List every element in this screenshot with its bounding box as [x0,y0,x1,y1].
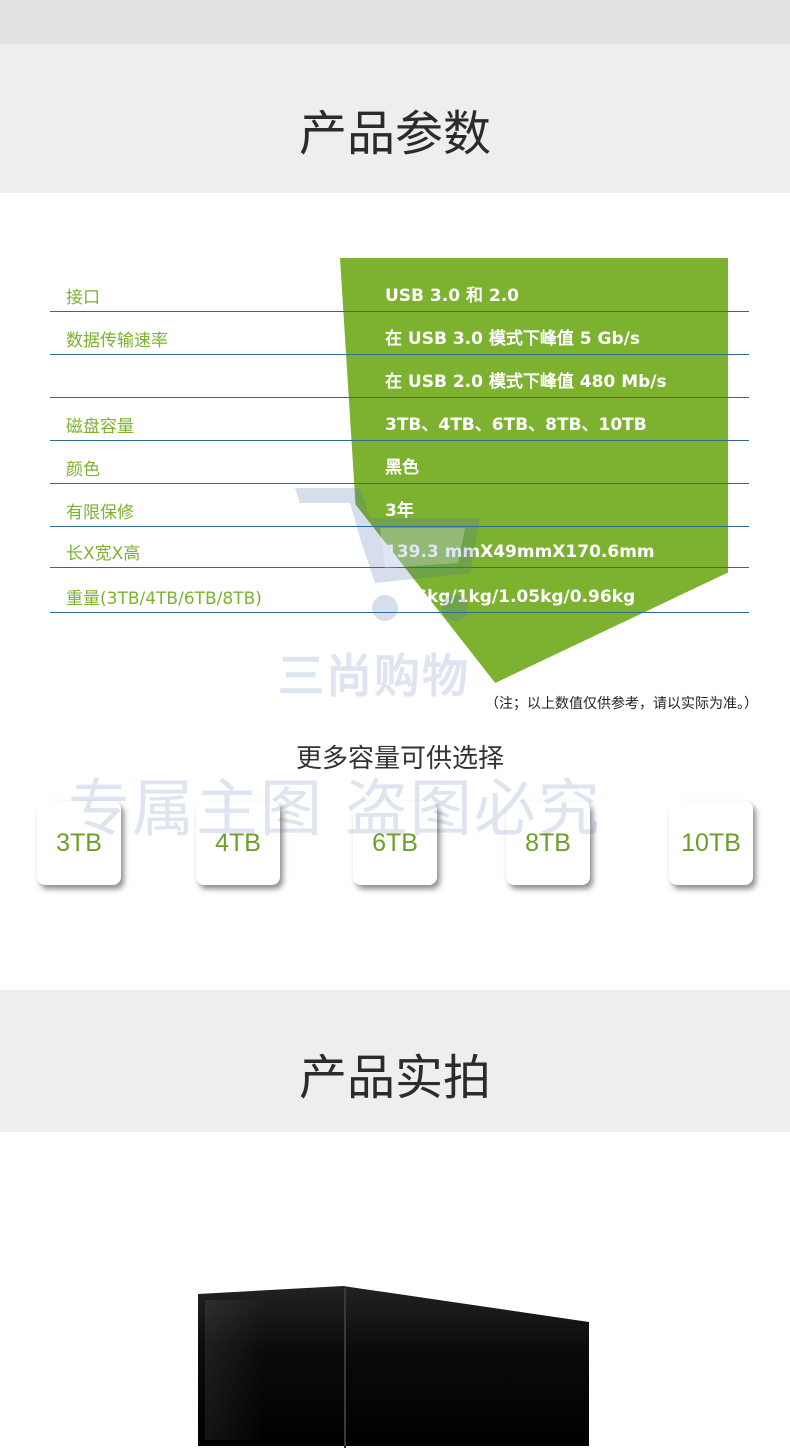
spec-row: 数据传输速率 在 USB 3.0 模式下峰值 5 Gb/s [50,311,749,355]
section-header-photos: 产品实拍 [0,990,790,1132]
capacity-option-6tb[interactable]: 6TB [353,801,437,885]
spec-label: 颜色 [66,460,100,480]
spec-value: 在 USB 2.0 模式下峰值 480 Mb/s [385,372,667,392]
capacity-option-10tb[interactable]: 10TB [669,801,753,885]
product-edge-highlight [344,1288,346,1448]
spec-label: 磁盘容量 [66,417,134,437]
spec-value: 黑色 [385,458,419,478]
spec-value: 139.3 mmX49mmX170.6mm [385,542,655,562]
spec-row: 在 USB 2.0 模式下峰值 480 Mb/s [50,354,749,398]
product-shine [205,1300,265,1440]
spec-value: 3TB、4TB、6TB、8TB、10TB [385,415,647,435]
spec-table: 接口 USB 3.0 和 2.0 数据传输速率 在 USB 3.0 模式下峰值 … [0,258,790,683]
spec-value: 0.96kg/1kg/1.05kg/0.96kg [385,587,636,607]
spec-row: 重量(3TB/4TB/6TB/8TB) 0.96kg/1kg/1.05kg/0.… [50,569,749,613]
section-header-params: 产品参数 [0,44,790,193]
section-title-photos: 产品实拍 [298,1050,491,1106]
spec-row: 接口 USB 3.0 和 2.0 [50,268,749,312]
capacity-option-3tb[interactable]: 3TB [37,801,121,885]
spec-label: 接口 [66,288,100,308]
spec-row: 有限保修 3年 [50,483,749,527]
shop-name-watermark: 三尚购物 [278,649,470,703]
more-capacity-title: 更多容量可供选择 [295,744,504,774]
spec-row: 长X宽X高 139.3 mmX49mmX170.6mm [50,524,749,568]
product-photo-hard-drive [198,1286,589,1446]
spec-row: 磁盘容量 3TB、4TB、6TB、8TB、10TB [50,397,749,441]
spec-label: 长X宽X高 [66,544,141,564]
shop-logo-watermark-icon [295,488,480,621]
capacity-option-4tb[interactable]: 4TB [196,801,280,885]
copyright-watermark: 专属主图 盗图必究 [68,772,602,845]
top-strip [0,0,790,44]
capacity-option-8tb[interactable]: 8TB [506,801,590,885]
spec-label: 重量(3TB/4TB/6TB/8TB) [66,589,262,609]
spec-value: 3年 [385,501,414,521]
spec-value: USB 3.0 和 2.0 [385,286,519,306]
spec-label: 有限保修 [66,503,134,523]
section-title-params: 产品参数 [298,106,491,162]
spec-value: 在 USB 3.0 模式下峰值 5 Gb/s [385,329,640,349]
spec-label: 数据传输速率 [66,331,168,351]
disclaimer-note: （注；以上数值仅供参考，请以实际为准。） [485,696,758,712]
spec-row: 颜色 黑色 [50,440,749,484]
